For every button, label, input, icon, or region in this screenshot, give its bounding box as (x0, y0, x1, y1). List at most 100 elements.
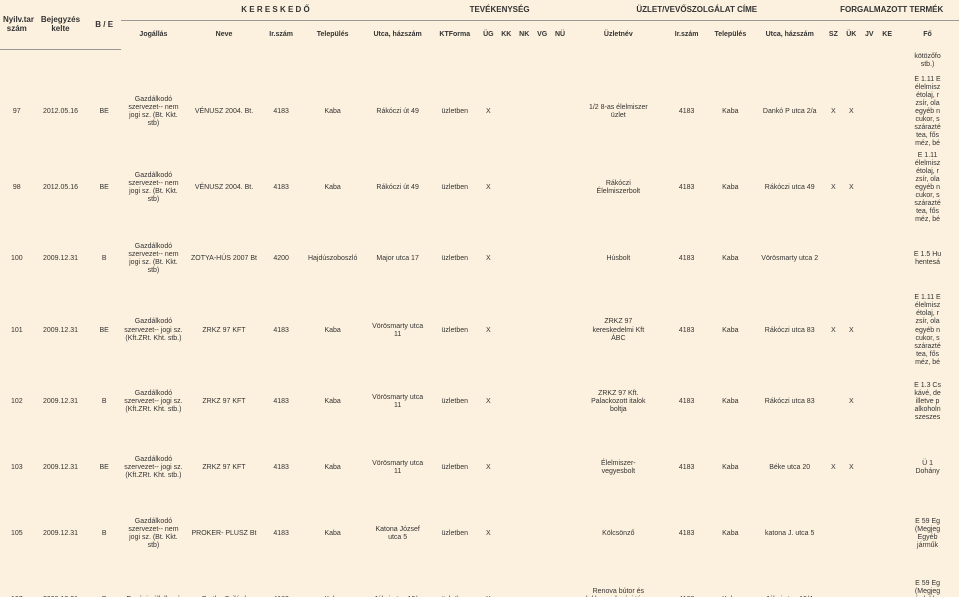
table-row: 1052009.12.31BGazdálkodó szervezet-- nem… (0, 501, 959, 567)
cell-ug: X (479, 226, 497, 292)
cell-ir2: 4183 (668, 369, 706, 435)
cell-ktf: üzletben (430, 74, 479, 150)
cell-ir1: 4183 (262, 292, 300, 368)
cell-uzlet: Renova bútor és lakberendezési tárgy jav… (569, 567, 668, 597)
col-sz: SZ (824, 21, 842, 50)
cell-ir2: 4183 (668, 74, 706, 150)
cell-neve: ZRKZ 97 KFT (186, 292, 262, 368)
cell-tel1: Kaba (300, 74, 365, 150)
cell-sz: X (824, 74, 842, 150)
cell-tel1: Hajdúszoboszló (300, 226, 365, 292)
cell-ug: X (479, 501, 497, 567)
cell-ug: X (479, 74, 497, 150)
cell-ke (878, 369, 896, 435)
cell-term: E 1.5 Hu hentesá (896, 226, 959, 292)
cell-ir1: 4183 (262, 150, 300, 226)
cell-nk (515, 435, 533, 501)
col-jogallas: Jogállás (121, 21, 186, 50)
cell-ktf: üzletben (430, 150, 479, 226)
cell-sz: X (824, 292, 842, 368)
table-header: Nyilv.tart. szám Bejegyzés kelte B / E K… (0, 0, 959, 49)
cell-id: 101 (0, 292, 34, 368)
cell-ktf: üzletben (430, 369, 479, 435)
cell-ug: X (479, 435, 497, 501)
cell-sz: X (824, 150, 842, 226)
cell-utca2: Béke utca 20 (755, 435, 824, 501)
table-row: 1022009.12.31BGazdálkodó szervezet-- jog… (0, 369, 959, 435)
cell-term: E 59 Eg (Megjeg Egyéb járműk (896, 501, 959, 567)
cell-term: E 1.3 Cs kávé, de illetve p alkoholn sze… (896, 369, 959, 435)
cell-kk (497, 150, 515, 226)
cell-vg (533, 369, 551, 435)
cell-date: 2012.05.16 (34, 74, 88, 150)
cell-jv (860, 226, 878, 292)
cell-jogallas: Gazdálkodó szervezet-- nem jogi sz. (Bt.… (121, 501, 186, 567)
cell-uzlet: Rákóczi Élelmiszerbolt (569, 150, 668, 226)
table-body: kötözőfo stb.)972012.05.16BEGazdálkodó s… (0, 49, 959, 597)
cell-uzlet: 1/2 8-as élelmiszer üzlet (569, 74, 668, 150)
cell-tel2: Kaba (706, 292, 755, 368)
cell-neve: VÉNUSZ 2004. Bt. (186, 150, 262, 226)
cell-ke (878, 150, 896, 226)
table-row-fragment: kötözőfo stb.) (0, 49, 959, 74)
cell-nk (515, 501, 533, 567)
cell-ug: X (479, 292, 497, 368)
col-ug: ÜG (479, 21, 497, 50)
cell-uk: X (842, 150, 860, 226)
col-irszam1: Ir.szám (262, 21, 300, 50)
cell-date: 2009.12.31 (34, 435, 88, 501)
cell-utca1: Vörösmarty utca 11 (365, 435, 430, 501)
grp-tevekenyseg: TEVÉKENYSÉG (430, 0, 569, 21)
cell-vg (533, 501, 551, 567)
cell-jogallas: Gazdálkodó szervezet-- nem jogi sz. (Bt.… (121, 150, 186, 226)
cell-utca2: Dankó P utca 2/a (755, 74, 824, 150)
cell-jv (860, 501, 878, 567)
cell-nu (551, 74, 569, 150)
cell-ke (878, 226, 896, 292)
cell-vg (533, 567, 551, 597)
cell-utca1: Major utca 17 (365, 226, 430, 292)
cell-jv (860, 150, 878, 226)
cell-ke (878, 74, 896, 150)
cell-id: 105 (0, 501, 34, 567)
cell-kk (497, 435, 515, 501)
table-row: 972012.05.16BEGazdálkodó szervezet-- nem… (0, 74, 959, 150)
cell-vg (533, 74, 551, 150)
cell-id: 98 (0, 150, 34, 226)
cell-uzlet: Élelmiszer- vegyesbolt (569, 435, 668, 501)
table-row: 982012.05.16BEGazdálkodó szervezet-- nem… (0, 150, 959, 226)
col-uk: ÜK (842, 21, 860, 50)
col-utca2: Utca, házszám (755, 21, 824, 50)
cell-tel1: Kaba (300, 501, 365, 567)
cell-bje: B (87, 369, 121, 435)
cell-kk (497, 369, 515, 435)
cell-ke (878, 567, 896, 597)
cell-date: 2009.12.31 (34, 226, 88, 292)
cell-jv (860, 369, 878, 435)
cell-sz (824, 226, 842, 292)
cell-tel1: Kaba (300, 435, 365, 501)
grp-termek: FORGALMAZOTT TERMÉK (824, 0, 959, 21)
cell-term-fragment: kötözőfo stb.) (896, 49, 959, 74)
cell-sz (824, 501, 842, 567)
cell-nu (551, 501, 569, 567)
cell-tel1: Kaba (300, 369, 365, 435)
cell-uk: X (842, 435, 860, 501)
cell-nk (515, 226, 533, 292)
col-bej: Bejegyzés kelte (34, 0, 88, 49)
cell-date: 2009.12.31 (34, 567, 88, 597)
cell-tel1: Kaba (300, 150, 365, 226)
cell-uk: X (842, 74, 860, 150)
cell-ktf: üzletben (430, 567, 479, 597)
ledger-table: Nyilv.tart. szám Bejegyzés kelte B / E K… (0, 0, 959, 597)
cell-tel2: Kaba (706, 226, 755, 292)
table-row: 1012009.12.31BEGazdálkodó szervezet-- jo… (0, 292, 959, 368)
cell-uk (842, 567, 860, 597)
cell-ke (878, 435, 896, 501)
cell-jogallas: Gazdálkodó szervezet-- jogi sz. (Kft.ZRt… (121, 435, 186, 501)
cell-jogallas: Egyéni vállalkozó (121, 567, 186, 597)
cell-term: Ü 1 Dohány (896, 435, 959, 501)
cell-ir2: 4183 (668, 226, 706, 292)
cell-uk (842, 501, 860, 567)
cell-ktf: üzletben (430, 226, 479, 292)
